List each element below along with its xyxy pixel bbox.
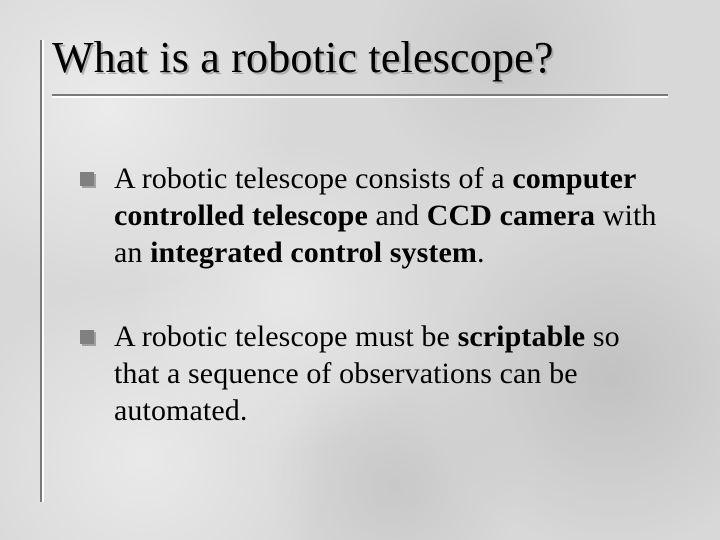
bullet-square-icon xyxy=(80,330,94,344)
bullet-text: A robotic telescope consists of a comput… xyxy=(114,160,665,272)
bullet-square-icon xyxy=(80,172,94,186)
bullet-item: A robotic telescope consists of a comput… xyxy=(80,160,665,272)
slide: What is a robotic telescope? A robotic t… xyxy=(0,0,720,540)
bullet-text: A robotic telescope must be scriptable s… xyxy=(114,318,665,430)
vertical-divider xyxy=(40,40,44,502)
slide-title: What is a robotic telescope? xyxy=(52,32,554,83)
slide-body: A robotic telescope consists of a comput… xyxy=(80,160,665,475)
title-underline xyxy=(52,94,668,98)
bullet-item: A robotic telescope must be scriptable s… xyxy=(80,318,665,430)
